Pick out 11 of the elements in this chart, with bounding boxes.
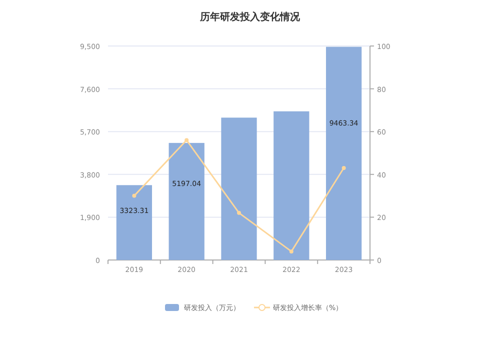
bar <box>221 118 257 260</box>
bar <box>116 185 152 260</box>
point <box>132 194 136 198</box>
bar <box>168 142 204 260</box>
chart-title: 历年研发投入变化情况 <box>199 11 301 23</box>
bar <box>274 111 310 260</box>
point <box>342 166 346 170</box>
point <box>237 210 241 215</box>
point <box>289 249 294 254</box>
bar <box>326 46 362 260</box>
point <box>184 138 189 142</box>
